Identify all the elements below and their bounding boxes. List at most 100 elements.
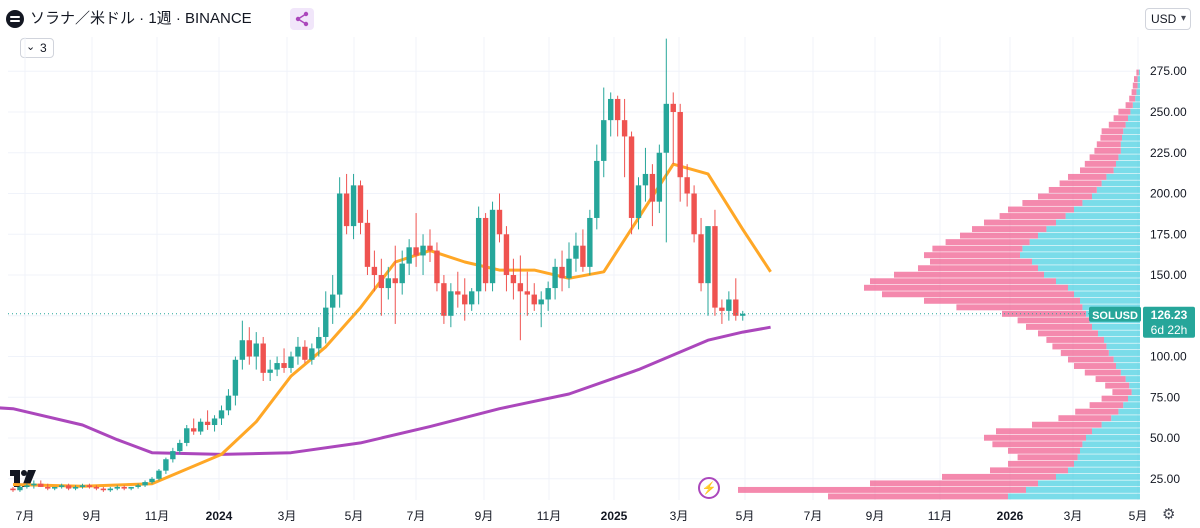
candle-body [330,294,336,308]
candle-body [10,488,16,491]
bolt-icon[interactable]: ⚡ [698,477,720,499]
volume-profile-down-bar [992,441,1083,448]
candle-body [413,247,419,256]
candle-body [559,266,565,279]
volume-profile-up-bar [1120,147,1140,154]
x-tick-label: 2024 [206,509,233,523]
candle-body [197,421,204,432]
x-tick-label: 11月 [928,509,952,523]
volume-profile-down-bar [1038,330,1098,337]
candles [10,38,746,492]
volume-profile-up-bar [1020,252,1140,259]
volume-profile-up-bar [1130,108,1140,115]
gear-icon[interactable]: ⚙ [1162,506,1176,523]
volume-profile-up-bar [1137,76,1140,83]
candle-body [719,307,725,311]
volume-profile-down-bar [828,493,1008,500]
volume-profile-down-bar [1017,454,1078,461]
candle-body [232,359,239,396]
candle-body [260,343,266,373]
x-tick-label: 7月 [407,509,426,523]
candle-body [65,485,72,489]
candle-body [531,294,537,305]
candle-body [170,451,176,460]
volume-profile-up-bar [1113,356,1140,363]
volume-profile-up-bar [1116,363,1140,369]
volume-profile-down-bar [1096,141,1121,148]
candle-body [538,299,544,305]
candle-body [677,111,683,178]
volume-profile-down-bar [1095,376,1126,383]
volume-profile-up-bar [1113,167,1140,174]
time-axis[interactable]: 7月 9月 11月 2024 3月 5月 7月 9月 11月 2025 3月 5月 7月 9月 11月 202… [16,509,1148,523]
volume-profile-up-bar [1136,89,1140,96]
volume-profile-down-bar [1008,447,1080,454]
candle-body [246,340,252,357]
candle-body [642,173,649,186]
volume-profile-up-bar [1104,336,1140,343]
candle-body [462,294,468,305]
volume-profile-up-bar [1098,330,1140,337]
volume-profile-up-bar [1029,239,1140,246]
candle-body [469,291,475,305]
candle-body [691,193,697,235]
volume-profile-up-bar [1080,447,1140,454]
volume-profile-up-bar [1038,232,1140,239]
candle-body [142,482,148,486]
last-price-badge: SOLUSD 126.23 6d 22h [1089,306,1195,338]
volume-profile-down-bar [918,265,1038,272]
volume-profile-up-bar [1135,95,1140,102]
volume-profile-up-bar [1056,278,1140,285]
candle-body [503,234,510,276]
candle-body [149,478,155,483]
candle-body [121,486,127,489]
volume-profile-down-bar [1101,395,1128,402]
volume-profile-down-bar [870,278,1056,285]
candle-body [100,488,107,491]
x-tick-label: 5月 [1129,509,1148,523]
volume-profile-up-bar [1068,284,1140,291]
share-icon[interactable] [290,8,314,30]
volume-profile-down-bar [972,226,1047,233]
volume-profile-down-bar [1059,180,1102,187]
volume-profile-down-bar [1075,408,1119,415]
volume-profile-down-bar [942,473,1056,480]
volume-profile-down-bar [1134,76,1138,83]
candle-body [670,103,676,112]
volume-profile-down-bar [1089,402,1124,409]
candle-body [635,185,642,218]
volume-profile-up-bar [1022,245,1140,252]
candle-body [663,103,669,153]
candle-body [295,346,301,357]
candle-body [552,266,558,289]
volume-profile-down-bar [1113,115,1128,122]
x-tick-label: 3月 [670,509,689,523]
volume-profile-down-bar [882,291,1074,298]
x-tick-label: 7月 [804,509,823,523]
volume-profile-up-bar [1092,193,1140,200]
volume-profile-down-bar [1026,323,1092,330]
volume-profile-up-bar [1065,213,1140,219]
currency-selector[interactable]: USD ▾ [1145,8,1191,30]
candle-body [357,185,364,223]
indicators-collapse-button[interactable]: ⌄ 3 [20,38,54,58]
volume-profile-up-bar [1082,200,1140,206]
volume-profile-down-bar [1136,69,1139,76]
symbol-title[interactable]: ソラナ／米ドル · 1週 · BINANCE [30,10,252,27]
candle-body [733,299,739,316]
x-tick-label: 3月 [1064,509,1083,523]
y-tick-label: 150.00 [1150,268,1187,282]
candle-body [455,291,461,295]
volume-profile-down-bar [1084,160,1116,167]
x-tick-label: 9月 [475,509,494,523]
volume-profile-down-bar [960,232,1038,239]
volume-profile-up-bar [1046,226,1140,233]
candle-body [420,245,426,256]
volume-profile-down-bar [984,434,1086,441]
price-axis[interactable]: 25.0050.0075.00100.00125.00150.00175.002… [1150,64,1187,486]
candle-body [698,234,704,284]
candle-body [378,275,385,289]
volume-profile-up-bar [1044,271,1140,278]
volume-profile-down-bar [924,252,1020,259]
